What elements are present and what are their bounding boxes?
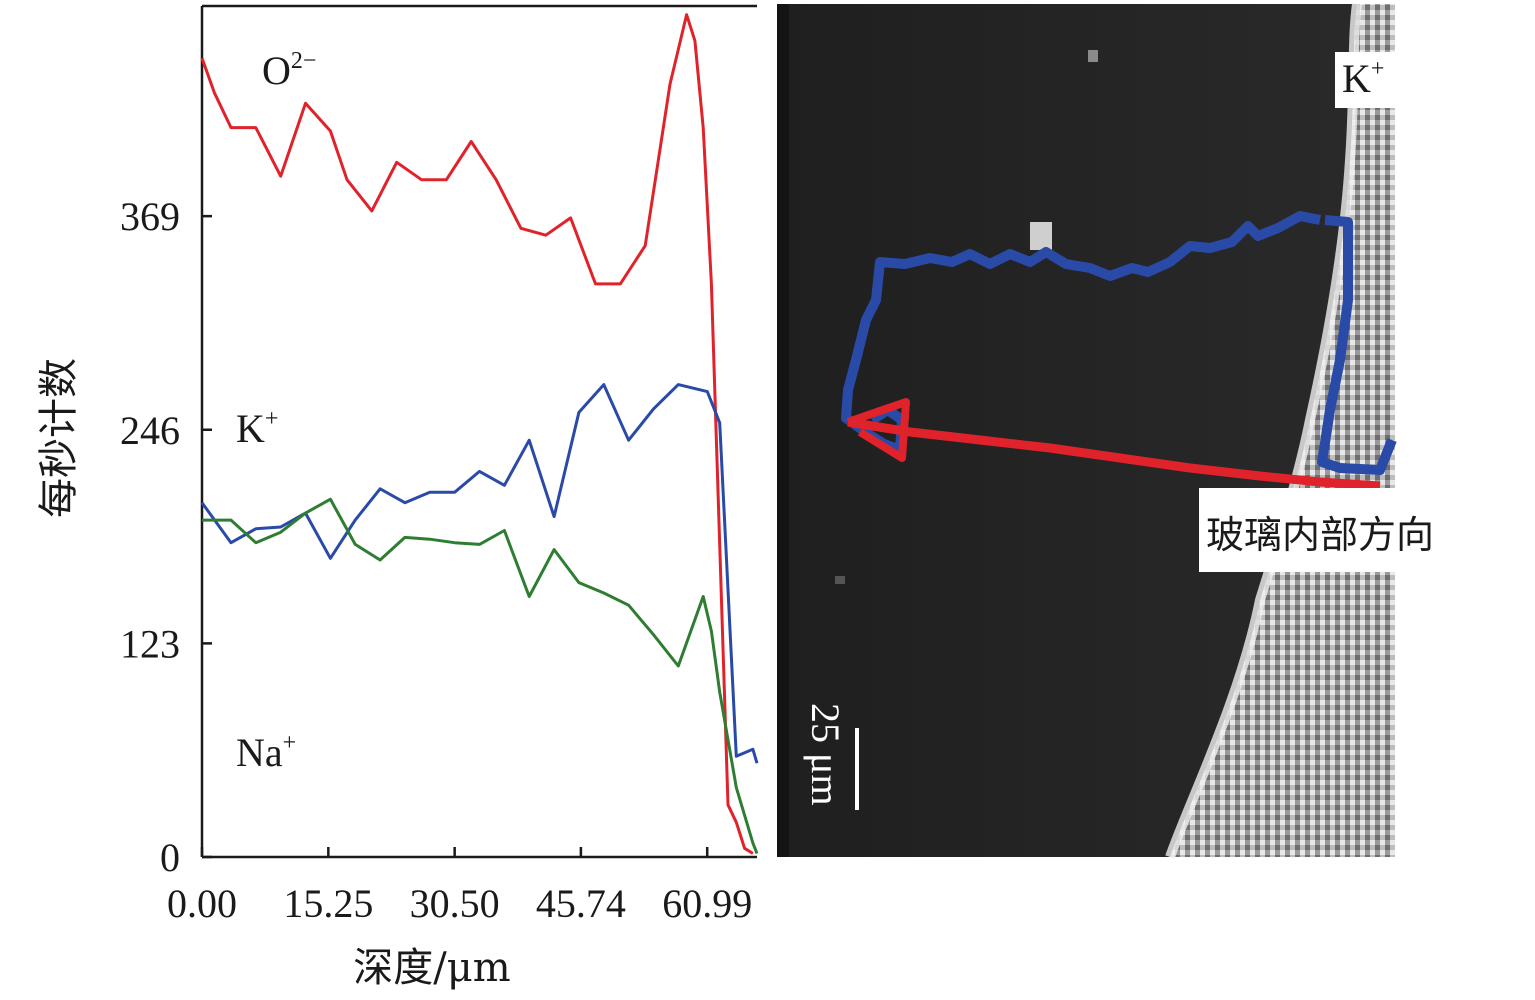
k-label-box (1335, 52, 1397, 108)
x-axis-title: 深度/μm (353, 945, 510, 991)
line-chart: 0 123 246 369 0.00 15.25 30.50 45.74 60.99 深度/μ… (36, 4, 759, 991)
y-tick-label: 369 (120, 194, 180, 239)
series-label-k-sup: + (265, 406, 279, 432)
speck (835, 576, 845, 584)
speck (1088, 50, 1098, 62)
glass-edge-highlight (1165, 3, 1362, 859)
y-axis-title: 每秒计数 (36, 358, 82, 518)
k-image-label-sup: + (1371, 56, 1385, 82)
x-axis-ticks: 0.00 15.25 30.50 45.74 60.99 (167, 847, 752, 926)
x-tick-label: 30.50 (410, 881, 500, 926)
direction-label: 玻璃内部方向 (1206, 513, 1434, 557)
series-label-k-base: K (236, 406, 265, 451)
series-label-o2-base: O (262, 48, 291, 93)
series-label-k: K+ (236, 406, 278, 451)
series-label-o2: O2− (262, 48, 316, 93)
series-label-na-base: Na (236, 730, 283, 775)
series-line-na (202, 497, 759, 855)
speck (1030, 222, 1052, 250)
o-scan-path (847, 417, 1381, 491)
glass-edge-region (1170, 4, 1395, 857)
micrograph-left-edge (777, 4, 789, 857)
x-tick-label: 15.25 (283, 881, 373, 926)
series-lines (200, 13, 759, 855)
k-image-label: K+ (1342, 56, 1384, 101)
y-axis-ticks: 0 123 246 369 (120, 194, 212, 880)
x-tick-label: 0.00 (167, 881, 237, 926)
o-scan-path-arrow (846, 398, 910, 462)
y-tick-label: 246 (120, 408, 180, 453)
x-tick-label: 45.74 (536, 881, 626, 926)
series-label-na: Na+ (236, 730, 296, 775)
micrograph-image: K+ 玻璃内部方向 25 μm (777, 3, 1501, 859)
series-line-o (200, 13, 754, 855)
k-image-label-base: K (1342, 56, 1371, 101)
x-tick-label: 60.99 (662, 881, 752, 926)
series-label-na-sup: + (283, 730, 297, 756)
k-scan-path-right (1317, 215, 1397, 475)
y-tick-label: 123 (120, 621, 180, 666)
scale-bar-label: 25 μm (803, 703, 848, 806)
y-tick-label: 0 (160, 835, 180, 880)
series-line-k (200, 383, 759, 764)
series-label-o2-sup: 2− (291, 48, 317, 74)
direction-label-box (1199, 488, 1501, 572)
